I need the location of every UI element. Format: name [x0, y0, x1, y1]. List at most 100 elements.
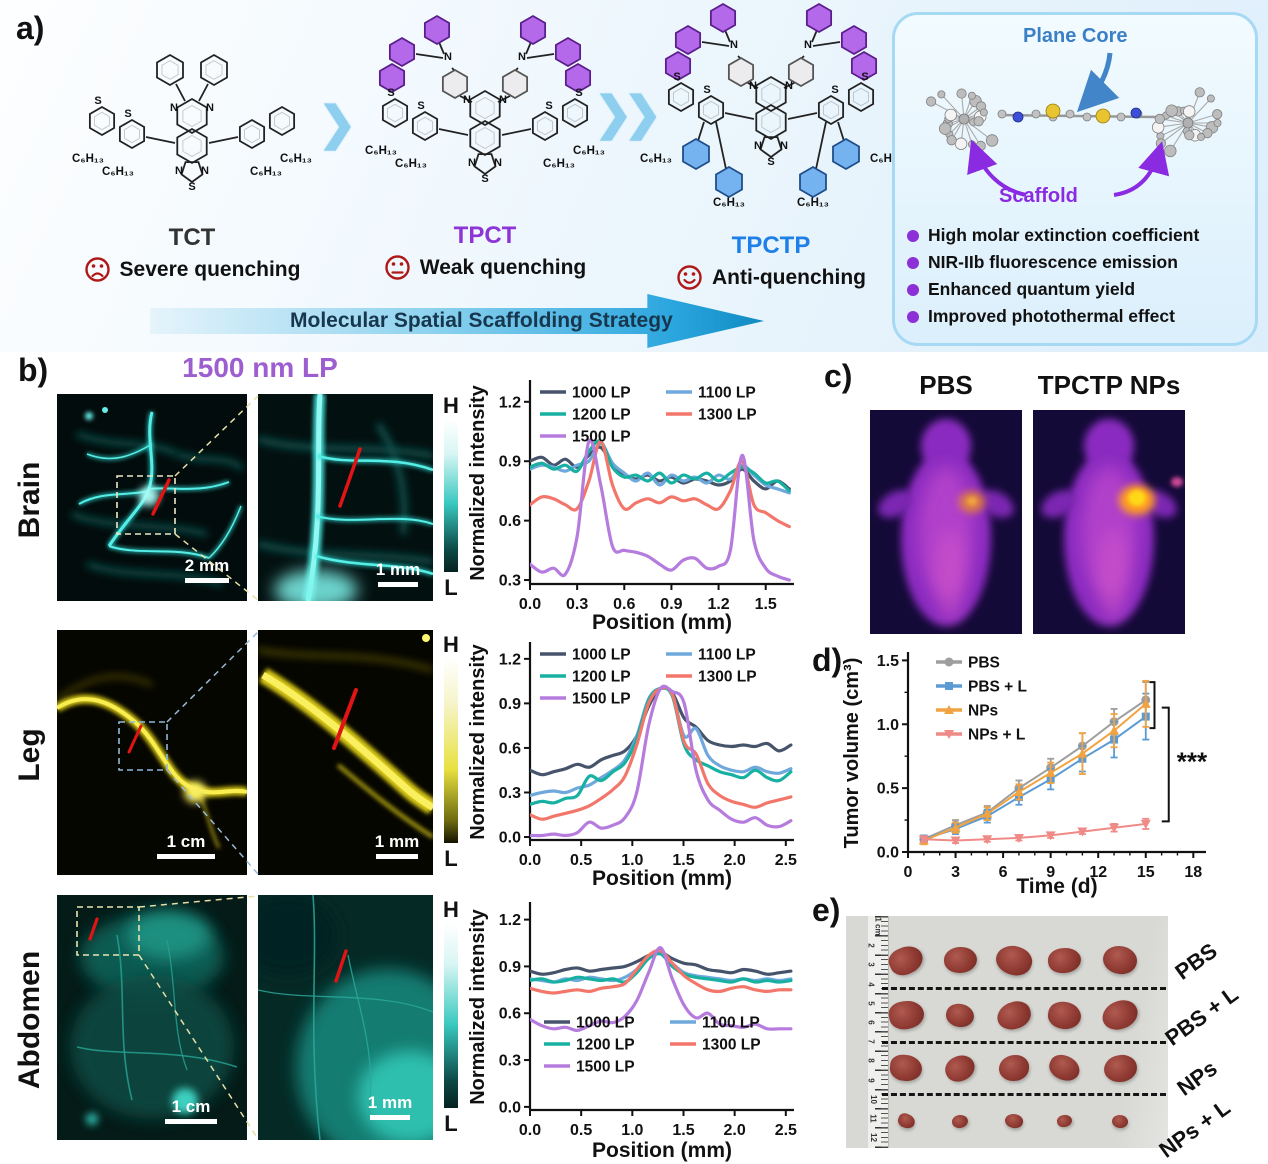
- svg-text:0.0: 0.0: [519, 1122, 541, 1139]
- svg-text:C₆H₁₃: C₆H₁₃: [640, 153, 672, 165]
- svg-text:1.5: 1.5: [672, 1122, 694, 1139]
- svg-text:1.5: 1.5: [755, 596, 777, 613]
- organ-label-leg: Leg: [13, 728, 46, 782]
- svg-text:NPs + L: NPs + L: [968, 727, 1025, 744]
- svg-text:N: N: [730, 39, 738, 51]
- panel-c-label: c): [824, 358, 853, 394]
- svg-text:Position (mm): Position (mm): [592, 1139, 732, 1162]
- svg-text:1000 LP: 1000 LP: [572, 647, 631, 664]
- svg-text:1 cm: 1 cm: [172, 1097, 211, 1116]
- strategy-arrow-label: Molecular Spatial Scaffolding Strategy: [290, 309, 673, 332]
- svg-text:S: S: [124, 108, 131, 120]
- tumor-specimen: [895, 1111, 917, 1131]
- svg-text:C₆H₁₃: C₆H₁₃: [72, 153, 104, 165]
- svg-text:1100 LP: 1100 LP: [698, 385, 756, 402]
- ruler: 1 cm 2 3 4 5 6 7 8 9 10 11 12: [867, 916, 889, 1148]
- svg-text:0.0: 0.0: [499, 830, 521, 847]
- svg-text:Tumor volume (cm³): Tumor volume (cm³): [842, 658, 863, 849]
- svg-text:1 mm: 1 mm: [375, 832, 419, 851]
- tumor-specimens: [846, 916, 1168, 1148]
- tumor-specimen: [991, 940, 1037, 980]
- svg-text:1 mm: 1 mm: [376, 560, 420, 579]
- svg-text:S: S: [188, 181, 195, 193]
- row-label-nps: NPs: [1172, 1055, 1222, 1101]
- svg-text:1.2: 1.2: [499, 394, 521, 411]
- tumor-specimen: [1044, 1050, 1084, 1086]
- svg-text:2.5: 2.5: [775, 1122, 797, 1139]
- svg-text:0.9: 0.9: [660, 596, 682, 613]
- molecule-tct: N N N N S S S C₆H₁₃ C₆H₁₃ C₆H₁₃ C₆H₁₃ TCT Severe q…: [52, 40, 332, 283]
- svg-text:S: S: [94, 95, 101, 107]
- svg-text:0.6: 0.6: [499, 513, 521, 530]
- svg-text:1.2: 1.2: [499, 912, 521, 929]
- svg-text:S: S: [575, 87, 582, 99]
- tumor-specimen: [1055, 1113, 1073, 1129]
- colorbar-low-label: L: [444, 1111, 458, 1136]
- svg-text:***: ***: [1177, 747, 1208, 777]
- tct-name: TCT: [168, 224, 216, 251]
- panel-a-label: a): [16, 10, 45, 46]
- brain-colorbar: [444, 420, 458, 572]
- panel-e-label: e): [812, 892, 841, 928]
- svg-text:1.2: 1.2: [499, 651, 521, 668]
- svg-text:Normalized intensity: Normalized intensity: [468, 908, 489, 1104]
- svg-text:0.5: 0.5: [570, 1122, 592, 1139]
- svg-text:0.6: 0.6: [499, 1006, 521, 1023]
- svg-text:C₆H₁₃: C₆H₁₃: [102, 166, 134, 178]
- svg-text:C₆H₁₃: C₆H₁₃: [395, 158, 427, 170]
- ball-stick-model: [926, 52, 1223, 197]
- colorbar-high-label: H: [443, 632, 459, 657]
- svg-text:15: 15: [1137, 864, 1155, 881]
- svg-text:6: 6: [999, 864, 1008, 881]
- svg-text:S: S: [417, 100, 424, 112]
- tumor-specimen: [1045, 999, 1083, 1031]
- tumor-specimen: [886, 998, 926, 1032]
- svg-text:S: S: [545, 100, 552, 112]
- svg-text:1500 LP: 1500 LP: [576, 1059, 635, 1076]
- molecule-tpct: N N N N N N S S S S S C₆H₁₃ C₆H₁₃ C₆H₁₃ C₆H₁₃ TPCT Wea…: [340, 8, 630, 281]
- svg-text:0.0: 0.0: [519, 852, 541, 869]
- svg-text:S: S: [387, 87, 394, 99]
- panel-b-label: b): [18, 352, 49, 388]
- row-label-pbs: PBS: [1170, 937, 1222, 985]
- row-divider-dashed: [882, 1093, 1166, 1096]
- abdomen-image-zoom: 1 mm: [258, 895, 433, 1140]
- svg-text:2.0: 2.0: [724, 852, 746, 869]
- svg-text:N: N: [170, 102, 178, 114]
- svg-text:0.3: 0.3: [566, 596, 588, 613]
- svg-text:9: 9: [1046, 864, 1055, 881]
- svg-text:Normalized intensity: Normalized intensity: [468, 643, 489, 839]
- organ-label-abdomen: Abdomen: [13, 950, 46, 1090]
- svg-text:0.0: 0.0: [877, 845, 899, 862]
- svg-text:N: N: [754, 140, 762, 152]
- bullet-2: NIR-IIb fluorescence emission: [928, 252, 1178, 272]
- svg-text:1200 LP: 1200 LP: [572, 407, 631, 424]
- longpass-title: 1500 nm LP: [182, 352, 338, 383]
- abdomen-intensity-chart: 0.0 0.5 1.0 1.5 2.0 2.5 0.0 0.3 0.6 0.9 1.2 Positio…: [468, 902, 797, 1162]
- svg-text:1100 LP: 1100 LP: [702, 1015, 760, 1032]
- colorbar-low-label: L: [444, 846, 458, 871]
- svg-text:3: 3: [951, 864, 960, 881]
- colorbar-high-label: H: [443, 393, 459, 418]
- thermal-title-pbs: PBS: [919, 370, 973, 400]
- svg-text:N: N: [468, 157, 476, 169]
- svg-text:0.5: 0.5: [877, 781, 899, 798]
- happy-face-icon: [677, 265, 702, 290]
- tumor-specimen: [943, 1000, 977, 1030]
- svg-text:1.2: 1.2: [707, 596, 729, 613]
- neutral-face-icon: [385, 255, 410, 280]
- tpctp-verdict: Anti-quenching: [712, 265, 866, 289]
- svg-text:0.6: 0.6: [499, 740, 521, 757]
- bullet-1: High molar extinction coefficient: [928, 225, 1200, 245]
- svg-text:C₆H₁₃: C₆H₁₃: [543, 158, 575, 170]
- svg-text:0: 0: [904, 864, 913, 881]
- svg-text:0.3: 0.3: [499, 573, 521, 590]
- svg-text:N: N: [518, 51, 526, 63]
- bullet-dot-icon: [907, 283, 919, 296]
- bullet-dot-icon: [907, 256, 919, 269]
- plane-core-label: Plane Core: [1023, 25, 1128, 47]
